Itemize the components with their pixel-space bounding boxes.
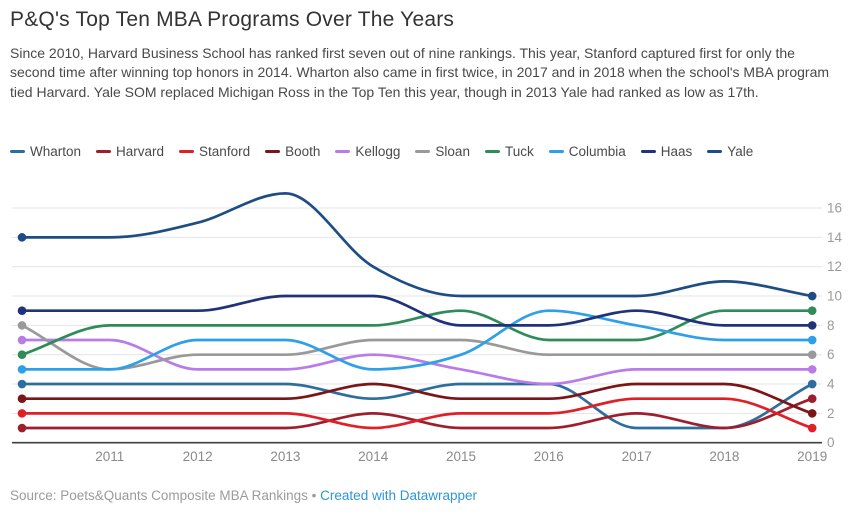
legend-swatch-sloan [415, 150, 431, 153]
x-tick-label-2018: 2018 [709, 449, 739, 464]
line-chart-svg: 0 2 4 6 8 10 12 14 16 2011 2012 2013 2014 2015 2016 201… [12, 192, 843, 464]
legend-swatch-tuck [484, 150, 500, 153]
series-line-stanford [20, 397, 814, 430]
x-tick-label-2015: 2015 [446, 449, 476, 464]
series-line-kellogg [20, 338, 814, 386]
legend-item-kellogg: Kellogg [335, 144, 400, 159]
series-endpoint-dot-booth [807, 409, 817, 418]
chart-description: Since 2010, Harvard Business School has … [10, 45, 830, 100]
series-line-booth [20, 382, 814, 415]
legend-item-columbia: Columbia [548, 144, 626, 159]
series-endpoint-dot-sloan [807, 350, 817, 359]
legend-item-harvard: Harvard [96, 144, 164, 159]
legend-label: Columbia [568, 144, 626, 159]
series-endpoint-dot-kellogg [807, 365, 817, 374]
x-tick-label-2016: 2016 [534, 449, 564, 464]
y-tick-label-2: 2 [827, 406, 835, 421]
series-endpoint-dot-sloan [17, 321, 27, 330]
x-tick-label-2019: 2019 [797, 449, 827, 464]
series-line-yale [20, 192, 814, 298]
legend-swatch-yale [707, 150, 723, 153]
x-tick-label-2014: 2014 [358, 449, 389, 464]
legend-swatch-stanford [179, 150, 195, 153]
source-text: Source: Poets&Quants Composite MBA Ranki… [10, 488, 308, 503]
legend-item-sloan: Sloan [415, 144, 470, 159]
legend-item-yale: Yale [707, 144, 753, 159]
legend-swatch-haas [640, 150, 656, 153]
legend-item-wharton: Wharton [10, 144, 81, 159]
series-endpoint-dot-kellogg [17, 335, 27, 345]
legend-label: Sloan [435, 144, 470, 159]
legend-swatch-kellogg [335, 150, 351, 153]
series-line-sloan [20, 324, 814, 371]
x-tick-label-2011: 2011 [95, 449, 124, 464]
chart-legend: Wharton Harvard Stanford Booth Kellogg Sloan T… [10, 144, 845, 159]
series-endpoint-dot-wharton [807, 379, 817, 389]
x-tick-label-2013: 2013 [270, 449, 300, 464]
series-endpoint-dot-harvard [17, 423, 27, 433]
x-tick-label-2012: 2012 [183, 449, 213, 464]
series-line-columbia [20, 309, 814, 371]
series-endpoint-dot-columbia [807, 335, 817, 345]
chart-canvas: 0 2 4 6 8 10 12 14 16 2011 2012 2013 2014 2015 2016 201… [0, 178, 852, 480]
legend-swatch-columbia [548, 150, 564, 153]
series-endpoint-dot-columbia [17, 365, 27, 374]
legend-label: Yale [727, 144, 754, 159]
series-endpoint-dot-haas [807, 321, 817, 330]
series-line-tuck [20, 309, 814, 357]
chart-title: P&Q's Top Ten MBA Programs Over The Year… [10, 8, 455, 31]
legend-item-haas: Haas [640, 144, 693, 159]
legend-item-tuck: Tuck [484, 144, 534, 159]
series-line-haas [20, 294, 814, 327]
legend-item-stanford: Stanford [179, 144, 250, 159]
legend-label: Stanford [199, 144, 251, 159]
datawrapper-link[interactable]: Created with Datawrapper [320, 488, 477, 503]
legend-swatch-harvard [96, 150, 112, 153]
separator-bullet: • [311, 488, 317, 503]
legend-item-booth: Booth [265, 144, 320, 159]
series-endpoint-dot-wharton [17, 379, 27, 389]
series-endpoint-dot-haas [17, 306, 27, 315]
legend-swatch-booth [265, 150, 281, 153]
y-tick-label-4: 4 [827, 377, 835, 392]
series-endpoint-dot-tuck [17, 350, 27, 359]
y-tick-label-12: 12 [827, 259, 842, 274]
series-line-wharton [20, 382, 814, 430]
legend-label: Kellogg [355, 144, 401, 159]
series-endpoint-dot-tuck [807, 306, 817, 315]
y-tick-label-14: 14 [827, 230, 843, 245]
series-endpoint-dot-yale [17, 233, 27, 242]
series-endpoint-dot-booth [17, 394, 27, 403]
series-endpoint-dot-yale [807, 291, 817, 301]
series-endpoint-dot-harvard [807, 394, 817, 403]
legend-label: Booth [285, 144, 321, 159]
legend-label: Haas [660, 144, 693, 159]
series-endpoint-dot-stanford [17, 409, 27, 418]
y-tick-label-6: 6 [827, 347, 835, 362]
y-tick-label-16: 16 [827, 201, 842, 216]
legend-label: Harvard [116, 144, 165, 159]
y-tick-label-10: 10 [827, 289, 842, 304]
chart-footer: Source: Poets&Quants Composite MBA Ranki… [10, 488, 845, 503]
legend-swatch-wharton [10, 150, 25, 153]
y-tick-label-8: 8 [827, 318, 835, 333]
series-endpoint-dot-stanford [807, 423, 817, 433]
legend-label: Wharton [30, 144, 82, 159]
y-tick-label-0: 0 [827, 435, 835, 450]
x-tick-label-2017: 2017 [622, 449, 652, 464]
legend-label: Tuck [504, 144, 534, 159]
